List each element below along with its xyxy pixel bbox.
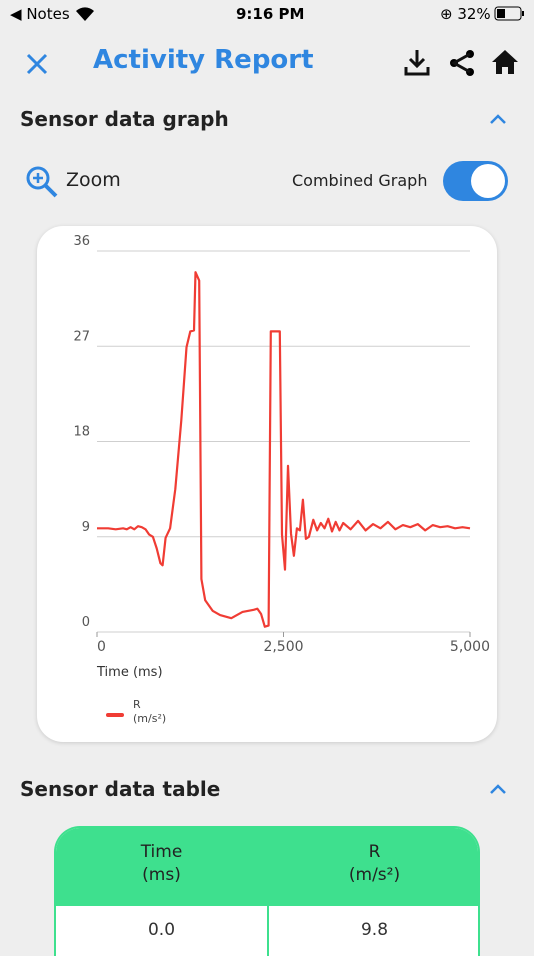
column-divider (267, 906, 269, 956)
table-cell: 0.0 (147, 920, 176, 940)
close-button[interactable] (25, 52, 49, 76)
back-app[interactable]: ◀ Notes (10, 5, 70, 23)
combined-toggle[interactable] (442, 160, 510, 202)
y-tick-label: 36 (73, 234, 90, 249)
battery-icon (494, 6, 524, 21)
x-tick-label: 5,000 (450, 639, 490, 655)
chart: 0 9 18 27 36 0 2,500 5,000 Time (ms) R(m/s²) (73, 234, 490, 725)
data-line (97, 271, 471, 628)
x-tick-label: 2,500 (263, 639, 303, 655)
wifi-icon (76, 7, 94, 22)
table-header (56, 828, 478, 906)
y-tick-label: 0 (82, 615, 90, 630)
download-button[interactable] (404, 50, 430, 76)
data-table: Time (ms) R (m/s²) 0.0 9.8 (54, 826, 480, 956)
header-actions (404, 50, 518, 76)
column-name: Time (140, 842, 183, 862)
chart-card: 0 9 18 27 36 0 2,500 5,000 Time (ms) R (m/s²) (37, 226, 497, 742)
y-tick-label: 27 (73, 329, 90, 344)
y-tick-label: 18 (73, 425, 90, 440)
table-cell: 9.8 (360, 920, 389, 940)
zoom-label[interactable]: Zoom (66, 169, 121, 191)
home-button[interactable] (492, 50, 518, 74)
column-unit: (m/s²) (348, 865, 401, 885)
battery: ⊕ 32% (440, 5, 491, 23)
section-title: Sensor data table (20, 777, 221, 801)
toggle-label: Combined Graph (292, 171, 428, 190)
x-tick-label: 0 (97, 639, 106, 655)
y-tick-label: 9 (82, 520, 90, 535)
legend-label: R (133, 698, 141, 711)
zoom-icon[interactable] (24, 164, 60, 200)
battery-label: 32% (457, 5, 491, 23)
clock: 9:16 PM (236, 5, 305, 23)
back-app-label: Notes (26, 5, 70, 23)
share-button[interactable] (450, 50, 474, 76)
column-name: R (368, 842, 381, 862)
collapse-button[interactable] (488, 782, 508, 796)
x-axis-label: Time (ms) (96, 665, 163, 680)
legend-unit: (m/s²) (133, 712, 166, 725)
column-unit: (ms) (142, 865, 181, 885)
section-title: Sensor data graph (20, 107, 229, 131)
page-title: Activity Report (93, 45, 314, 75)
collapse-button[interactable] (488, 112, 508, 126)
